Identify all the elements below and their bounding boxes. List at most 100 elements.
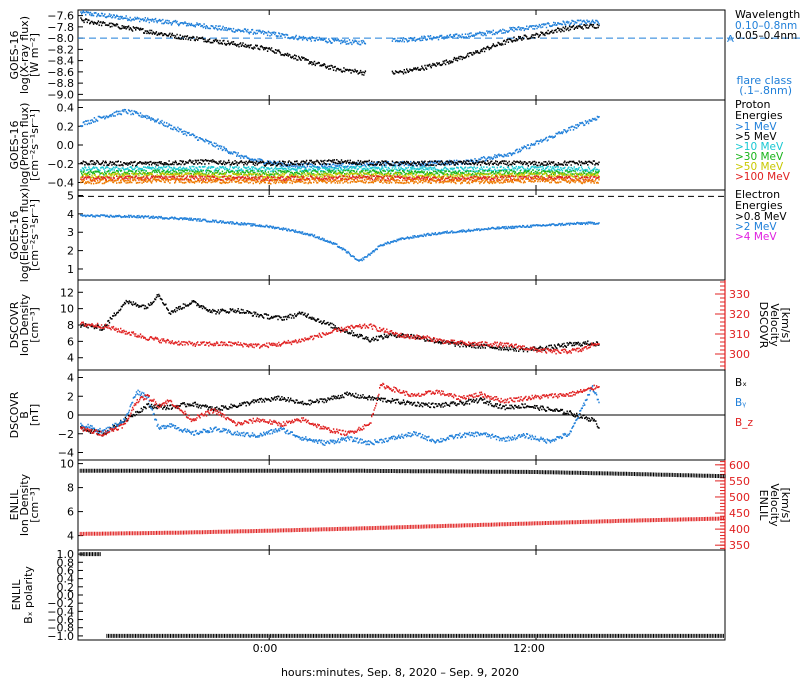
ytick-label: 10 bbox=[60, 303, 74, 316]
ytick-label: 0.0 bbox=[57, 139, 75, 152]
y-axis-label: [W m⁻²] bbox=[28, 33, 41, 77]
legend-entry: Bᵧ bbox=[735, 397, 746, 409]
legend-entry: 0.10–0.8nm bbox=[735, 20, 797, 32]
ytick-label: −2 bbox=[58, 428, 74, 441]
series-points-1 bbox=[80, 321, 600, 355]
ytick-label: −8.6 bbox=[47, 66, 74, 79]
ytick-label: 6 bbox=[67, 506, 74, 519]
ytick-label: 0.4 bbox=[57, 573, 75, 586]
series-points-2 bbox=[80, 382, 600, 437]
legend-entry: >30 MeV bbox=[735, 151, 784, 163]
ytick-label: 1.0 bbox=[57, 548, 75, 561]
legend-entry: >100 MeV bbox=[735, 171, 791, 183]
time-axis: 0:00 12:00 hours:minutes, Sep. 8, 2020 –… bbox=[253, 642, 545, 679]
y-axis-label: DSCOVR bbox=[8, 391, 21, 438]
ytick-label: −0.2 bbox=[47, 158, 74, 171]
series-points-0 bbox=[80, 10, 600, 46]
series-points-1 bbox=[80, 385, 600, 446]
flare-class-note: flare class bbox=[736, 74, 792, 87]
series-points-0 bbox=[79, 552, 101, 557]
legend-entry: 0.05–0.4nm bbox=[735, 30, 797, 42]
y-axis-label: [cm⁻³] bbox=[28, 307, 41, 343]
series-points-1 bbox=[80, 17, 600, 76]
ytick-label: 6 bbox=[67, 335, 74, 348]
ytick-label: 8 bbox=[67, 482, 74, 495]
right-ytick-label: 500 bbox=[729, 491, 750, 504]
series-group bbox=[80, 108, 600, 185]
legend-entry: >4 MeV bbox=[735, 231, 777, 243]
ytick-label: 12 bbox=[60, 286, 74, 299]
panel-frame bbox=[77, 189, 726, 281]
ytick-label: 2 bbox=[67, 390, 74, 403]
ytick-label: 4 bbox=[67, 530, 74, 543]
ytick-label: 0.4 bbox=[57, 102, 75, 115]
legend-entry: >1 MeV bbox=[735, 121, 777, 133]
series-group bbox=[79, 552, 726, 638]
ytick-label: 1 bbox=[67, 263, 74, 276]
y-axis-label: log(X-ray flux) bbox=[18, 16, 31, 94]
legend-title: Electron bbox=[735, 188, 780, 201]
ytick-label: −8.0 bbox=[47, 32, 74, 45]
right-axis-label: Velocity bbox=[768, 483, 781, 527]
series-points-6 bbox=[80, 177, 600, 185]
right-ytick-label: 400 bbox=[729, 523, 750, 536]
series-group bbox=[80, 382, 600, 446]
y-axis-label: [nT] bbox=[28, 404, 41, 426]
panel-xray: −7.6−7.8−8.0−8.2−8.4−8.6−8.8−9.0 GOES-16l… bbox=[8, 8, 800, 101]
ytick-label: −9.0 bbox=[47, 88, 74, 101]
y-axis-label: log(Proton flux) bbox=[18, 103, 31, 188]
ytick-label: −8.8 bbox=[47, 77, 74, 90]
xtick-label-0: 0:00 bbox=[253, 642, 278, 655]
legend-entry: >50 MeV bbox=[735, 161, 784, 173]
y-axis-label: GOES-16 bbox=[8, 120, 21, 169]
ytick-label: 0.2 bbox=[57, 581, 75, 594]
y-axis-label: Bₓ polarity bbox=[22, 566, 35, 624]
right-ytick-label: 450 bbox=[729, 507, 750, 520]
right-ytick-label: 600 bbox=[729, 459, 750, 472]
y-axis-label: log(Electron flux) bbox=[18, 188, 31, 282]
ytick-label: −0.6 bbox=[47, 614, 74, 627]
series-points-0 bbox=[80, 214, 600, 262]
ytick-label: 4 bbox=[67, 372, 74, 385]
flare-class-letter: A bbox=[727, 34, 734, 45]
legend-title: Wavelength bbox=[735, 8, 800, 21]
ytick-label: −0.2 bbox=[47, 597, 74, 610]
ytick-label: −0.4 bbox=[47, 605, 74, 618]
y-axis-label: Ion Density bbox=[18, 473, 31, 536]
flare-class-note: (.1–.8nm) bbox=[739, 84, 792, 97]
ytick-label: 0.8 bbox=[57, 556, 75, 569]
right-ytick-label: 300 bbox=[729, 348, 750, 361]
right-ytick-label: 550 bbox=[729, 475, 750, 488]
series-points-0 bbox=[80, 391, 600, 437]
legend-entry: >2 MeV bbox=[735, 221, 777, 233]
ytick-label: 5 bbox=[67, 190, 74, 203]
ytick-label: 0.2 bbox=[57, 120, 75, 133]
right-ytick-label: 350 bbox=[729, 539, 750, 552]
ytick-label: −7.8 bbox=[47, 21, 74, 34]
series-points-1 bbox=[80, 159, 600, 167]
right-axis-label: [km/s] bbox=[779, 307, 792, 342]
right-axis-label: Velocity bbox=[768, 303, 781, 347]
right-ytick-label: 330 bbox=[729, 288, 750, 301]
right-axis-label: ENLIL bbox=[757, 490, 770, 522]
y-axis-label: [cm⁻³] bbox=[28, 487, 41, 523]
legend-title: Energies bbox=[735, 109, 783, 122]
y-axis-label: ENLIL bbox=[8, 489, 21, 521]
panel-frame bbox=[77, 9, 726, 101]
y-axis-label: GOES-16 bbox=[8, 30, 21, 79]
right-axis-label: DSCOVR bbox=[757, 302, 770, 349]
ytick-label: −8.2 bbox=[47, 43, 74, 56]
series-group bbox=[80, 293, 600, 355]
ytick-label: 8 bbox=[67, 319, 74, 332]
y-axis-label: ENLIL bbox=[10, 579, 23, 611]
y-axis-label: [cm⁻²s⁻¹sr⁻¹] bbox=[28, 109, 41, 181]
ytick-label: −4 bbox=[58, 447, 74, 460]
y-axis-label: DSCOVR bbox=[8, 301, 21, 348]
legend-entry: >5 MeV bbox=[735, 131, 777, 143]
ytick-label: 3 bbox=[67, 226, 74, 239]
y-axis-label: B bbox=[18, 411, 31, 419]
